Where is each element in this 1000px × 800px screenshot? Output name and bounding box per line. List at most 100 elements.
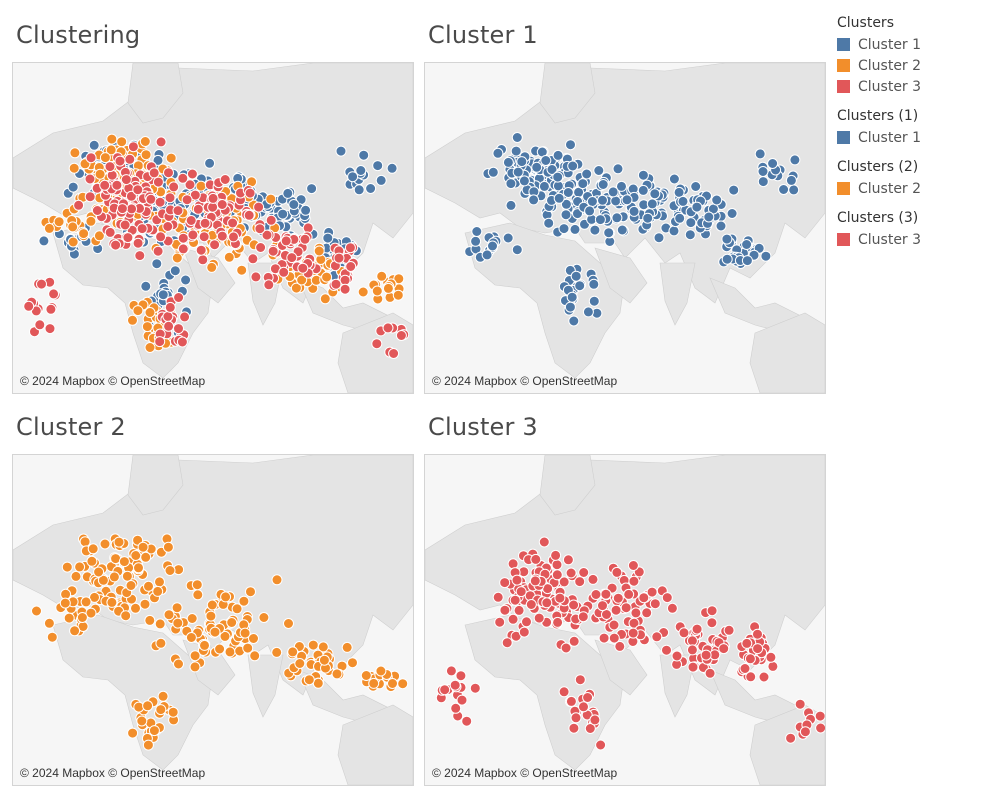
map-point[interactable] [127,141,139,153]
map-point[interactable] [552,171,564,183]
cluster-3-points[interactable] [23,136,410,359]
map-point[interactable] [99,538,111,550]
map-point[interactable] [177,232,189,244]
map-canvas[interactable] [425,63,825,393]
map-point[interactable] [674,212,686,224]
map-point[interactable] [587,573,599,585]
map-point[interactable] [330,278,342,290]
map-point[interactable] [565,567,577,579]
map-point[interactable] [93,566,105,578]
map-point[interactable] [313,245,325,257]
map-point[interactable] [661,592,673,604]
map-point[interactable] [564,301,576,313]
map-point[interactable] [574,280,586,292]
legend-item-cluster-1[interactable]: Cluster 1 [837,127,987,148]
map-point[interactable] [568,315,580,327]
map-point[interactable] [568,635,580,647]
map-point[interactable] [449,679,461,691]
map-point[interactable] [249,650,261,662]
map-point[interactable] [133,562,144,574]
map-point[interactable] [595,739,607,751]
map-point[interactable] [357,286,369,298]
map-point[interactable] [144,342,156,353]
map-point[interactable] [209,626,221,638]
map-point[interactable] [181,194,193,206]
map-point[interactable] [114,155,126,167]
map-point[interactable] [565,139,576,151]
map-point[interactable] [614,640,626,652]
map-point[interactable] [185,215,197,226]
map-point[interactable] [668,225,680,237]
map-point[interactable] [140,149,152,161]
map-point[interactable] [227,217,239,229]
map-point[interactable] [186,168,198,180]
legend-item-cluster-2[interactable]: Cluster 2 [837,178,987,199]
map-attribution[interactable]: © 2024 Mapbox © OpenStreetMap [432,766,618,780]
map-point[interactable] [124,153,136,165]
map-point[interactable] [85,215,97,227]
map-point[interactable] [627,627,639,639]
map-point[interactable] [577,178,589,190]
map-point[interactable] [85,152,97,164]
map-point[interactable] [197,254,209,266]
map-point[interactable] [686,644,698,656]
map-point[interactable] [127,314,138,326]
map-point[interactable] [525,599,537,610]
map-point[interactable] [104,226,116,238]
map-point[interactable] [691,623,703,635]
map-point[interactable] [67,236,79,248]
map-point[interactable] [507,558,519,570]
map-point[interactable] [528,194,540,206]
map-point[interactable] [172,617,184,629]
map-point[interactable] [63,612,75,624]
map-point[interactable] [335,145,347,157]
map-canvas[interactable] [425,455,825,785]
map-point[interactable] [461,715,473,727]
map-point[interactable] [568,722,580,734]
map-point[interactable] [767,660,779,672]
map-point[interactable] [456,694,468,706]
map-point[interactable] [116,136,128,148]
map-point[interactable] [608,632,620,644]
map-point[interactable] [286,252,298,264]
map-point[interactable] [560,209,572,221]
map-point[interactable] [136,715,148,727]
map-point[interactable] [265,193,277,205]
map-point[interactable] [668,173,680,185]
map-point[interactable] [84,173,96,185]
map-point[interactable] [393,273,405,285]
map-point[interactable] [794,698,806,710]
map-point[interactable] [726,208,738,219]
map-point[interactable] [152,154,164,166]
map-point[interactable] [600,588,612,600]
map-point[interactable] [533,612,545,624]
map-point[interactable] [584,723,596,734]
map-point[interactable] [450,702,462,714]
map-point[interactable] [616,180,627,192]
map-point[interactable] [567,160,579,172]
map-point[interactable] [67,181,79,193]
map-point[interactable] [70,570,82,582]
map-point[interactable] [157,289,169,301]
map-point[interactable] [130,602,141,614]
map-point[interactable] [271,574,283,586]
map-point[interactable] [757,166,769,177]
map-point[interactable] [382,282,394,294]
map-point[interactable] [306,183,318,195]
map-point[interactable] [553,192,565,204]
map-point[interactable] [125,190,137,202]
map-point[interactable] [317,641,329,653]
map-point[interactable] [282,187,294,199]
map-point[interactable] [642,212,654,224]
map-point[interactable] [148,167,160,179]
map-point[interactable] [610,195,622,207]
map-point[interactable] [157,690,169,702]
map-point[interactable] [236,264,248,276]
map-point[interactable] [382,322,394,334]
map-point[interactable] [205,610,217,622]
map-point[interactable] [168,181,180,193]
map-point[interactable] [598,632,610,644]
map-point[interactable] [287,646,299,658]
map-point[interactable] [254,223,266,235]
map-point[interactable] [721,253,733,265]
